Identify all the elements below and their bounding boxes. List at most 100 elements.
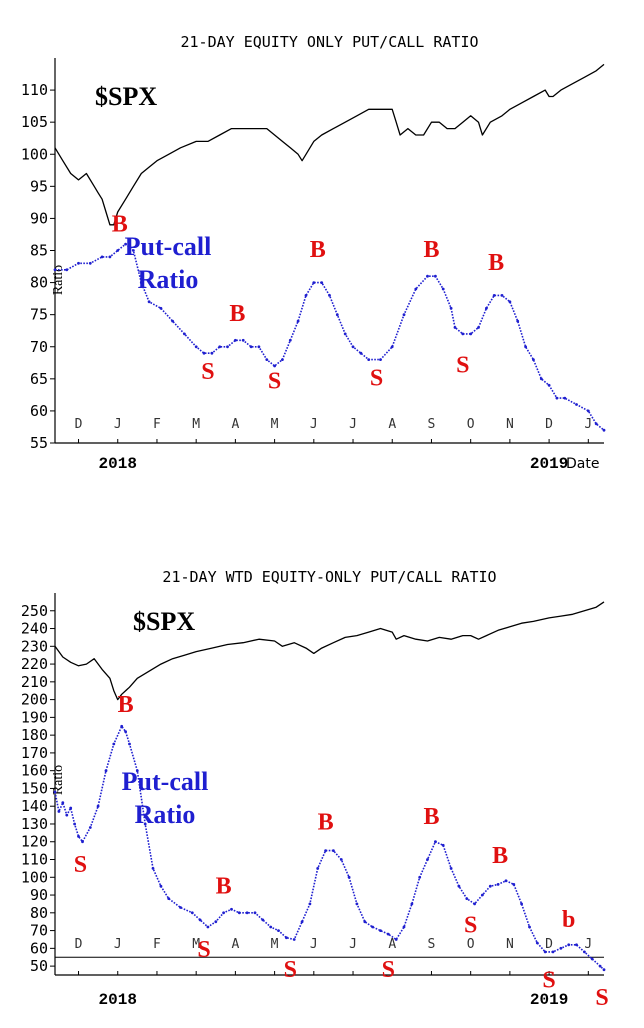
data-point-put-call-ratio xyxy=(245,911,249,915)
data-point-put-call-ratio xyxy=(528,925,531,929)
data-point-put-call-ratio xyxy=(273,364,276,368)
series-line-put-call-ratio xyxy=(55,243,605,431)
data-point-put-call-ratio xyxy=(230,907,233,911)
y-tick-label: 70 xyxy=(30,922,48,940)
buy-signal-label: B xyxy=(318,809,334,835)
data-point-put-call-ratio xyxy=(139,281,143,284)
sell-signal-label: S xyxy=(382,957,395,983)
data-point-put-call-ratio xyxy=(300,920,304,924)
data-point-put-call-ratio xyxy=(116,249,120,252)
x-month-label: J xyxy=(349,417,357,432)
data-point-put-call-ratio xyxy=(143,822,147,826)
y-tick-label: 130 xyxy=(21,815,48,833)
data-point-put-call-ratio xyxy=(281,358,284,361)
data-point-put-call-ratio xyxy=(159,306,163,310)
data-point-put-call-ratio xyxy=(222,911,226,915)
data-point-put-call-ratio xyxy=(339,858,343,861)
data-point-put-call-ratio xyxy=(53,790,57,794)
data-point-put-call-ratio xyxy=(124,242,127,246)
data-point-put-call-ratio xyxy=(586,409,590,413)
x-month-label: A xyxy=(231,417,239,432)
data-point-put-call-ratio xyxy=(88,261,92,265)
data-point-put-call-ratio xyxy=(343,332,347,336)
data-point-put-call-ratio xyxy=(543,950,547,954)
data-point-put-call-ratio xyxy=(500,294,504,297)
data-point-put-call-ratio xyxy=(285,936,288,940)
sell-signal-label: S xyxy=(74,852,87,878)
data-point-put-call-ratio xyxy=(532,358,535,361)
x-month-label: M xyxy=(192,937,200,952)
y-tick-label: 55 xyxy=(30,434,48,452)
x-month-label: F xyxy=(153,417,161,432)
data-point-put-call-ratio xyxy=(194,345,198,349)
data-point-put-call-ratio xyxy=(583,950,586,954)
data-point-put-call-ratio xyxy=(594,422,598,426)
data-point-put-call-ratio xyxy=(539,377,543,381)
data-point-put-call-ratio xyxy=(277,929,280,932)
data-point-put-call-ratio xyxy=(492,294,496,297)
data-point-put-call-ratio xyxy=(465,897,469,900)
data-point-put-call-ratio xyxy=(441,287,445,291)
data-point-put-call-ratio xyxy=(449,306,453,310)
y-tick-label: 110 xyxy=(21,851,48,869)
data-point-put-call-ratio xyxy=(335,313,339,317)
y-tick-label: 100 xyxy=(21,868,48,886)
data-point-put-call-ratio xyxy=(379,929,382,932)
x-month-label: M xyxy=(192,417,200,432)
x-month-label: F xyxy=(153,937,161,952)
y-tick-label: 160 xyxy=(21,762,48,780)
data-point-put-call-ratio xyxy=(363,920,367,924)
x-month-label: D xyxy=(75,417,83,432)
series-line-put-call-ratio xyxy=(54,725,605,971)
data-point-put-call-ratio xyxy=(57,810,61,813)
sell-signal-label: S xyxy=(268,368,281,394)
y-tick-label: 80 xyxy=(30,274,48,292)
data-point-put-call-ratio xyxy=(324,849,327,852)
data-point-put-call-ratio xyxy=(296,319,300,323)
data-point-put-call-ratio xyxy=(602,428,606,432)
data-point-put-call-ratio xyxy=(449,867,453,870)
data-point-put-call-ratio xyxy=(535,941,539,945)
x-month-label: D xyxy=(545,937,553,952)
data-point-put-call-ratio xyxy=(316,867,320,870)
x-month-label: A xyxy=(231,937,239,952)
x-year-label: 2019 xyxy=(530,455,568,473)
sell-signal-label: S xyxy=(542,967,555,993)
data-point-put-call-ratio xyxy=(190,911,194,915)
x-month-label: J xyxy=(114,417,122,432)
data-point-put-call-ratio xyxy=(379,358,382,361)
sell-signal-label: S xyxy=(201,359,214,385)
data-point-put-call-ratio xyxy=(390,345,394,349)
x-axis-label: Date xyxy=(566,456,599,472)
data-point-put-call-ratio xyxy=(179,906,182,909)
x-month-label: J xyxy=(310,937,318,952)
x-month-label: J xyxy=(310,417,318,432)
data-point-put-call-ratio xyxy=(147,300,151,304)
x-month-label: O xyxy=(467,937,475,952)
y-tick-label: 170 xyxy=(21,744,48,762)
data-point-put-call-ratio xyxy=(308,902,312,906)
data-point-put-call-ratio xyxy=(457,884,461,888)
data-point-put-call-ratio xyxy=(386,932,390,936)
x-month-label: S xyxy=(428,417,436,432)
data-point-put-call-ratio xyxy=(135,769,139,773)
y-tick-label: 150 xyxy=(21,779,48,797)
data-point-put-call-ratio xyxy=(151,867,155,870)
data-point-put-call-ratio xyxy=(265,358,269,361)
buy-signal-label: B xyxy=(488,250,504,276)
data-point-put-call-ratio xyxy=(481,893,484,897)
data-point-put-call-ratio xyxy=(575,403,578,406)
data-point-put-call-ratio xyxy=(567,943,571,947)
data-point-put-call-ratio xyxy=(65,813,69,817)
data-point-put-call-ratio xyxy=(426,858,429,861)
data-point-put-call-ratio xyxy=(124,730,127,733)
data-point-put-call-ratio xyxy=(53,268,57,272)
data-point-put-call-ratio xyxy=(488,884,492,888)
sell-signal-label: S xyxy=(595,985,608,1011)
y-tick-label: 90 xyxy=(30,886,48,904)
y-tick-label: 70 xyxy=(30,338,48,356)
data-point-put-call-ratio xyxy=(524,345,527,349)
data-point-put-call-ratio xyxy=(210,351,214,355)
sell-signal-label: S xyxy=(464,912,477,938)
data-point-put-call-ratio xyxy=(512,883,516,886)
